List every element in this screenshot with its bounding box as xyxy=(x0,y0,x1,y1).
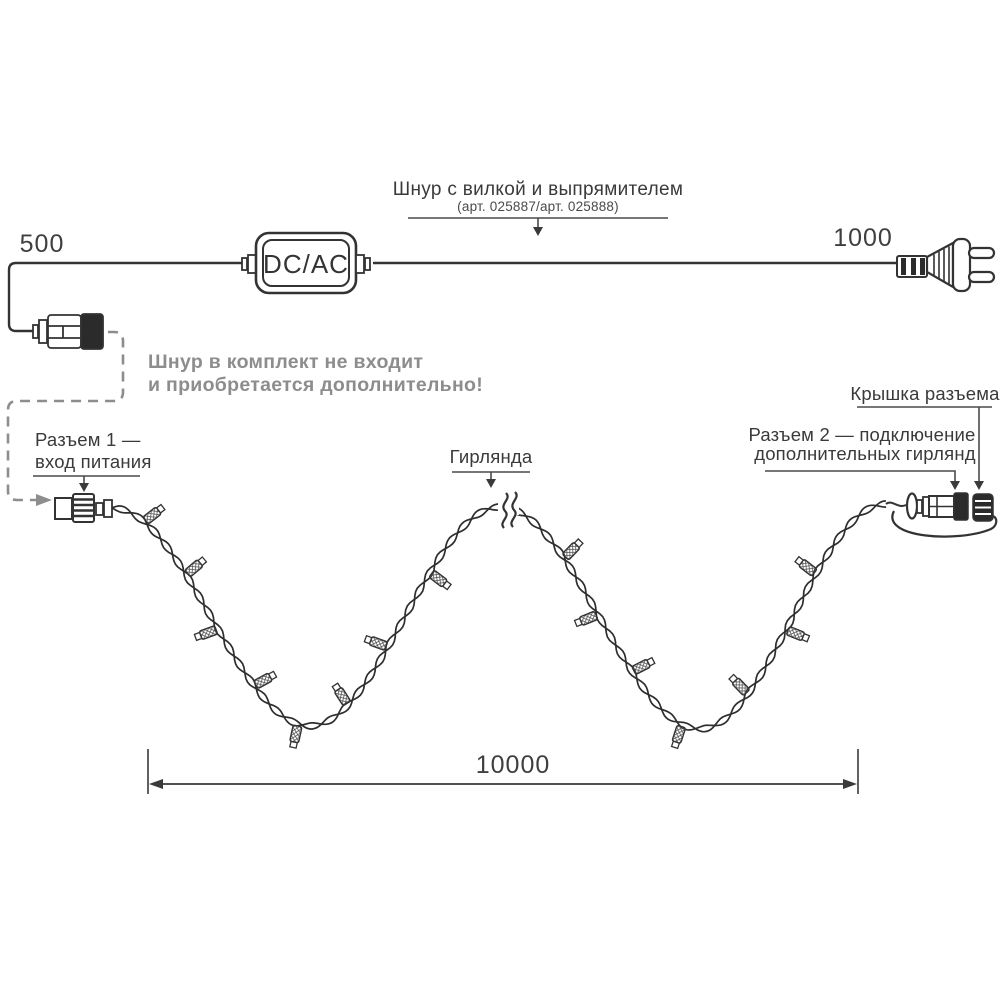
cap-icon xyxy=(972,493,994,522)
dashed-arrowhead xyxy=(36,494,52,506)
garland-strand xyxy=(111,503,887,731)
led-bulb-icon xyxy=(363,634,388,651)
led-bulb-icon xyxy=(631,656,656,675)
led-bulb-icon xyxy=(142,503,166,525)
cap-callout: Крышка разъема xyxy=(850,383,1000,490)
power-plug-icon xyxy=(896,237,996,293)
cap-label: Крышка разъема xyxy=(850,383,1000,404)
cord-callout-arrowhead xyxy=(533,227,543,236)
connector1-callout: Разъем 1 — вход питания xyxy=(33,429,152,492)
converter-label: DC/AC xyxy=(263,249,349,279)
connector1-icon xyxy=(54,493,113,523)
connector1-label-line2: вход питания xyxy=(35,451,152,472)
garland-strand xyxy=(111,500,886,733)
break-mark-icon xyxy=(498,491,519,529)
right-length-label: 1000 xyxy=(833,224,893,252)
connector2-label-line1: Разъем 2 — подключение xyxy=(748,424,975,445)
connector1-arrow-icon xyxy=(33,475,140,484)
led-bulb-icon xyxy=(428,570,452,591)
led-bulb-icon xyxy=(794,555,818,577)
cord-callout-arrow-icon xyxy=(408,217,668,228)
left-length-label: 500 xyxy=(20,230,65,258)
garland-callout: Гирлянда xyxy=(450,446,533,488)
led-bulb-icon xyxy=(786,626,811,643)
led-bulb-icon xyxy=(184,556,208,577)
connector2-callout: Разъем 2 — подключение дополнительных ги… xyxy=(748,424,976,490)
cap-arrow-icon xyxy=(857,406,992,482)
garland-label: Гирлянда xyxy=(450,446,533,467)
led-bulb-icon xyxy=(670,724,686,750)
cord-note: Шнур в комплект не входит и приобретаетс… xyxy=(148,351,483,396)
connector2-icon xyxy=(885,492,998,538)
connector1-label-line1: Разъем 1 — xyxy=(35,429,141,450)
dimension-line: 10000 xyxy=(147,749,859,794)
cord-callout-title: Шнур с вилкой и выпрямителем xyxy=(393,179,683,200)
connector2-label-line2: дополнительных гирлянд xyxy=(754,443,976,464)
led-bulb-icon xyxy=(728,673,750,696)
led-bulb-icon xyxy=(562,538,584,561)
cord-callout-subtitle: (арт. 025887/арт. 025888) xyxy=(457,199,619,214)
cord-callout: Шнур с вилкой и выпрямителем (арт. 02588… xyxy=(393,179,683,236)
led-bulb-icon xyxy=(193,625,218,642)
power-cord xyxy=(7,261,898,333)
cord-note-line2: и приобретается дополнительно! xyxy=(148,374,483,396)
garland-arrowhead xyxy=(486,479,496,488)
connector1-arrowhead xyxy=(79,483,89,492)
cord-connector-icon xyxy=(32,313,104,350)
connector2-arrowhead xyxy=(950,481,960,490)
total-length-label: 10000 xyxy=(476,751,551,779)
garland-arrow-icon xyxy=(452,471,530,480)
garland-wire xyxy=(111,500,887,750)
dashed-leader-line xyxy=(6,330,125,506)
dc-ac-converter-box xyxy=(241,231,371,295)
led-bulb-icon xyxy=(289,724,303,749)
led-bulb-icon xyxy=(331,682,351,706)
cap-arrowhead xyxy=(974,481,984,490)
led-bulb-icon xyxy=(253,670,278,689)
connector2-arrow-icon xyxy=(765,470,956,482)
cord-note-line1: Шнур в комплект не входит xyxy=(148,351,423,373)
led-bulb-icon xyxy=(573,610,598,628)
